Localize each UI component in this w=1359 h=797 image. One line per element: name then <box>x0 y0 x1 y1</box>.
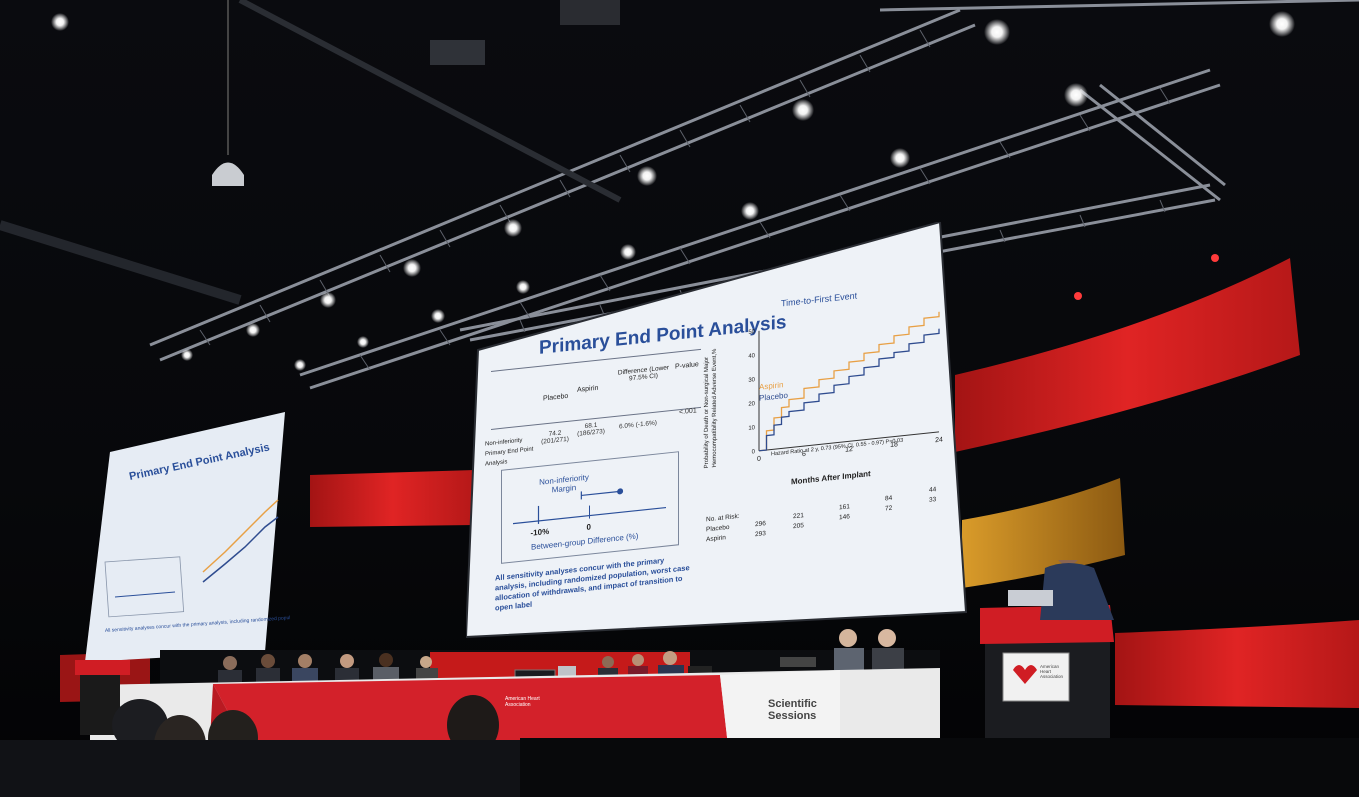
slide-content: Primary End Point Analysis Placebo Aspir… <box>481 223 951 632</box>
spotlights <box>51 11 1295 371</box>
table-difference-value: 6.0% (-1.6%) <box>619 419 657 431</box>
at-risk-placebo-1: 221 <box>793 512 804 521</box>
at-risk-aspirin-3: 72 <box>885 504 893 513</box>
at-risk-aspirin-4: 33 <box>929 496 937 504</box>
km-y-tick-label: 40 <box>748 353 755 360</box>
km-x-tick-label: 12 <box>845 446 853 454</box>
forest-plot-graphic <box>513 488 666 525</box>
gold-band <box>962 478 1125 588</box>
forest-estimate-point <box>617 488 624 495</box>
main-screen-surface <box>464 220 968 639</box>
at-risk-label: No. at Risk: <box>706 512 740 524</box>
at-risk-placebo-2: 161 <box>839 503 850 512</box>
km-y-tick-label: 30 <box>748 377 755 384</box>
table-header-aspirin: Aspirin <box>577 384 599 394</box>
table-row-label: Non-inferiority Primary End Point Analys… <box>485 437 534 468</box>
table-header-pvalue: P-value <box>675 361 699 371</box>
at-risk-placebo-3: 84 <box>885 494 893 503</box>
km-x-tick-label: 0 <box>757 456 761 463</box>
at-risk-aspirin-2: 146 <box>839 513 850 522</box>
table-pvalue-value: <.001 <box>679 407 697 417</box>
podium-logo-text: American Heart Association <box>1040 664 1064 679</box>
at-risk-aspirin-1: 205 <box>793 522 804 531</box>
at-risk-placebo-4: 44 <box>929 486 937 494</box>
at-risk-placebo-0: 296 <box>755 520 766 529</box>
red-band-lower-right <box>1115 620 1359 708</box>
km-x-axis <box>759 431 939 452</box>
km-chart: 0 6 12 18 24 0 10 20 30 40 50 <box>748 311 943 463</box>
table-aspirin-value: 68.1 (186/273) <box>577 421 605 438</box>
left-projection-screen: Primary End Point Analysis All sensitivi… <box>85 412 290 660</box>
table-header-difference: Difference (Lower 97.5% CI) <box>617 364 670 383</box>
forest-ci-bar <box>581 490 621 497</box>
km-x-tick-label: 18 <box>890 441 898 449</box>
at-risk-aspirin-0: 293 <box>755 530 766 539</box>
speaker <box>1040 563 1114 620</box>
km-y-tick-label: 0 <box>752 449 756 455</box>
km-xlabel: Months After Implant <box>791 469 871 487</box>
stage-foreground <box>0 560 1359 797</box>
table-header-placebo: Placebo <box>543 392 569 403</box>
at-risk-placebo-name: Placebo <box>706 523 730 534</box>
km-series-aspirin <box>759 311 940 452</box>
km-y-tick-label: 50 <box>748 329 755 336</box>
km-x-tick-label: 24 <box>935 436 943 444</box>
km-y-tick-label: 10 <box>748 425 755 432</box>
km-series-placebo <box>759 328 940 452</box>
table-logo-scientific-sessions: Scientific Sessions <box>768 698 817 722</box>
table-logo-aha: American Heart Association <box>505 696 540 708</box>
forest-tick-zero: 0 <box>586 522 591 532</box>
km-x-tick-label: 6 <box>802 451 806 458</box>
main-projection-screen: Primary End Point Analysis Placebo Aspir… <box>464 220 968 640</box>
red-curved-band-right <box>955 258 1300 452</box>
at-risk-aspirin-name: Aspirin <box>706 534 726 544</box>
table-placebo-value: 74.2 (201/271) <box>541 429 569 446</box>
red-band-center <box>310 470 475 527</box>
km-y-tick-label: 20 <box>748 401 755 408</box>
km-ylabel: Probability of Death or Non-surgical Maj… <box>704 348 718 469</box>
km-title: Time-to-First Event <box>781 290 858 309</box>
